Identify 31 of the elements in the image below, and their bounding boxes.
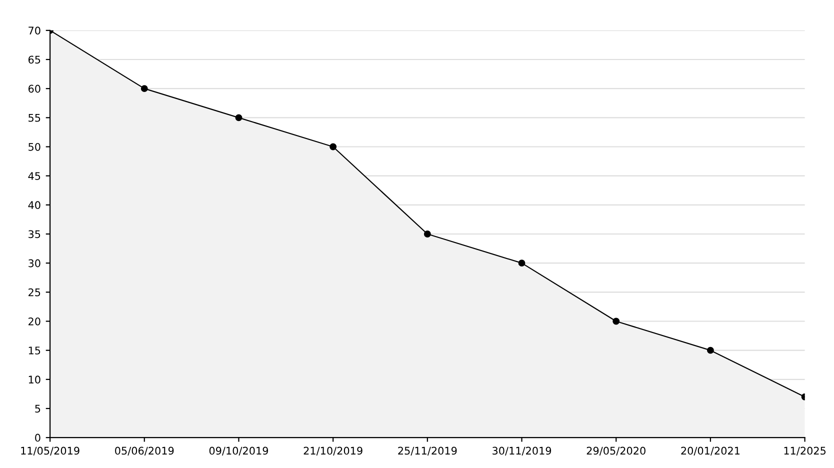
point (706, 346, 714, 354)
x-tick-label: 11/2025 (784, 446, 826, 456)
y-tick-label: 5 (35, 404, 40, 413)
x-tick-label: 25/11/2019 (398, 446, 457, 456)
y-tick-label: 15 (28, 346, 40, 354)
y-tick-label: 50 (28, 142, 40, 151)
y-tick-label: 45 (28, 172, 40, 180)
y-tick-label: 30 (28, 259, 40, 268)
y-tick-label: 25 (28, 288, 40, 296)
x-tick-label: 11/05/2019 (21, 446, 80, 456)
x-tick-label: 21/10/2019 (304, 446, 362, 456)
y-tick-label: 35 (28, 230, 40, 238)
y-tick-label: 65 (28, 56, 40, 64)
point (424, 230, 431, 238)
y-tick-label: 55 (28, 114, 40, 122)
y-tick-label: 60 (28, 84, 40, 93)
y-tick-label: 10 (28, 376, 40, 384)
point (518, 260, 526, 267)
y-tick-label: 40 (28, 201, 40, 210)
y-tick-label: 0 (35, 434, 40, 442)
y-tick-label: 20 (28, 317, 40, 326)
x-tick-label: 30/11/2019 (492, 446, 552, 456)
point (612, 318, 620, 325)
point (140, 85, 148, 92)
x-tick-label: 09/10/2019 (209, 446, 268, 456)
x-tick-label: 29/05/2020 (586, 446, 646, 456)
point (330, 143, 337, 150)
x-tick-label: 20/01/2021 (681, 446, 740, 456)
y-tick-label: 70 (28, 26, 40, 35)
x-tick-label: 05/06/2019 (115, 446, 174, 456)
point (235, 114, 242, 122)
